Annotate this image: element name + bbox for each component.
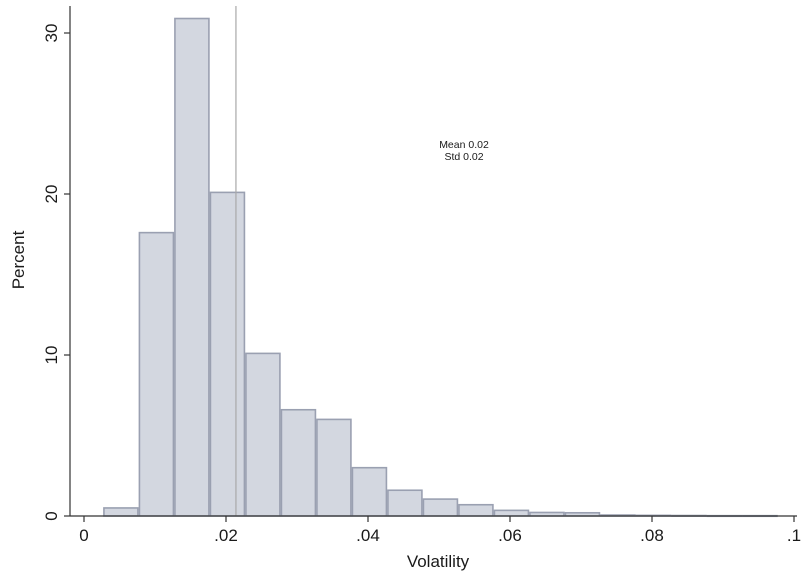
x-axis-ticks: 0 .02 .04 .06 .08 .1 — [79, 516, 801, 545]
x-tick-label: 0 — [79, 526, 88, 545]
y-axis-ticks: 0 10 20 30 — [42, 24, 70, 521]
annotation-std: Std 0.02 — [444, 151, 483, 163]
x-axis-title: Volatility — [407, 552, 470, 571]
histogram-bar — [458, 503, 494, 517]
x-tick-label: .1 — [787, 526, 801, 545]
x-tick-label: .02 — [214, 526, 238, 545]
x-tick-label: .08 — [640, 526, 664, 545]
histogram-bar — [245, 352, 281, 517]
histogram-bar — [351, 466, 388, 517]
histogram-bar — [387, 489, 423, 517]
histogram-bar — [103, 507, 139, 517]
histogram-bar — [422, 498, 459, 517]
histogram-bar — [280, 408, 317, 517]
y-tick-label: 10 — [42, 346, 61, 365]
x-tick-label: .06 — [498, 526, 522, 545]
histogram-bar — [493, 509, 530, 517]
y-axis-title: Percent — [9, 230, 28, 289]
y-tick-label: 20 — [42, 185, 61, 204]
y-tick-label: 30 — [42, 24, 61, 43]
annotation-mean: Mean 0.02 — [439, 139, 489, 151]
y-tick-label: 0 — [42, 511, 61, 520]
histogram-bar — [209, 191, 246, 517]
histogram-bar — [138, 231, 175, 517]
x-tick-label: .04 — [356, 526, 380, 545]
histogram-bar — [316, 418, 352, 517]
histogram-bars — [103, 17, 778, 518]
histogram-bar — [174, 17, 210, 517]
